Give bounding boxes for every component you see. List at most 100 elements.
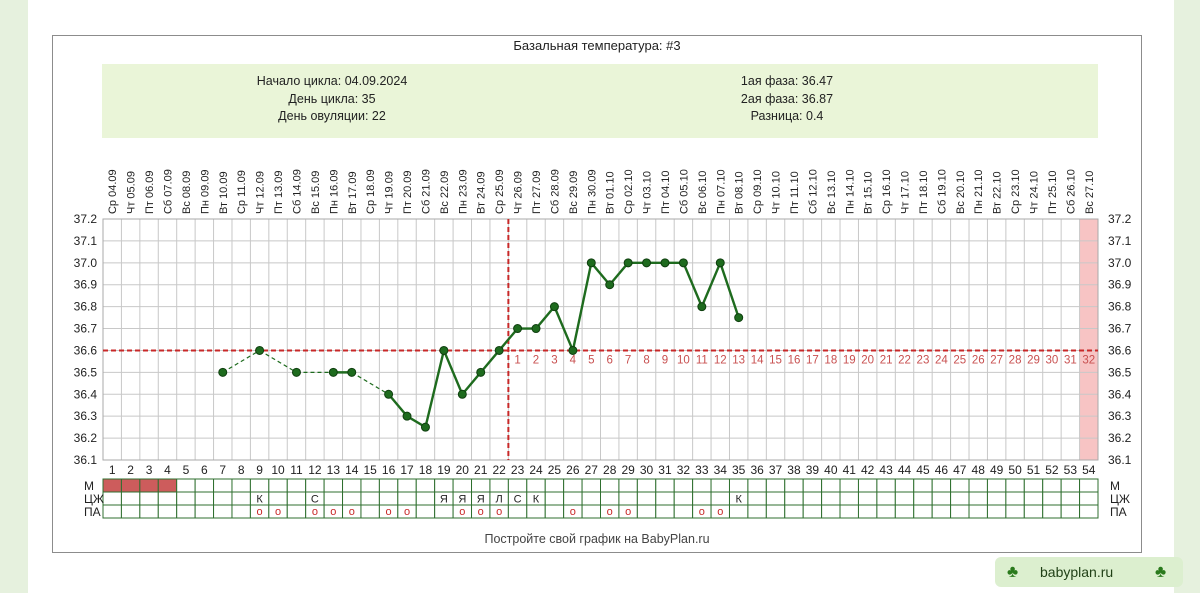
temperature-point xyxy=(623,258,633,268)
temperature-point xyxy=(328,367,338,377)
row-cell xyxy=(286,478,307,493)
x-day-number: 53 xyxy=(1064,463,1078,477)
row-label-right: ЦЖ xyxy=(1110,492,1130,506)
row-cell xyxy=(231,504,251,519)
phase-day-label: 32 xyxy=(1082,354,1095,366)
y-tick-label-left: 36.5 xyxy=(74,365,98,379)
x-date-label: Вс 06.10 xyxy=(697,171,709,214)
row-cell xyxy=(728,478,749,493)
row-cell xyxy=(102,504,122,519)
x-day-number: 52 xyxy=(1045,463,1059,477)
row-cell xyxy=(692,491,712,506)
intercourse-mark: o xyxy=(404,506,410,518)
row-cell xyxy=(968,504,988,519)
row-cell xyxy=(434,478,454,493)
x-day-number: 1 xyxy=(109,463,116,477)
phase-day-label: 31 xyxy=(1064,354,1077,366)
row-cell xyxy=(544,491,565,506)
x-day-number: 16 xyxy=(382,463,396,477)
x-date-label: Сб 05.10 xyxy=(678,169,690,214)
row-cell xyxy=(692,478,712,493)
x-day-number: 23 xyxy=(511,463,525,477)
x-date-label: Пн 09.09 xyxy=(199,169,211,214)
cervical-fluid-mark: Я xyxy=(440,494,448,506)
row-cell xyxy=(986,504,1007,519)
temperature-point xyxy=(531,324,541,334)
phase-day-label: 24 xyxy=(935,354,948,366)
x-date-label: Пт 04.10 xyxy=(660,170,672,214)
row-cell xyxy=(913,504,933,519)
phase-day-label: 19 xyxy=(843,354,856,366)
x-date-label: Вс 22.09 xyxy=(439,171,451,214)
x-day-number: 45 xyxy=(916,463,930,477)
row-cell xyxy=(765,504,786,519)
row-cell xyxy=(213,478,233,493)
phase-day-label: 4 xyxy=(570,354,577,366)
row-cell xyxy=(378,478,399,493)
phase-day-label: 2 xyxy=(533,354,539,366)
x-date-label: Вс 08.09 xyxy=(181,171,193,214)
temperature-segment xyxy=(222,349,260,373)
x-day-number: 6 xyxy=(201,463,208,477)
row-cell xyxy=(268,478,288,493)
x-day-number: 28 xyxy=(603,463,617,477)
x-date-label: Пн 07.10 xyxy=(715,169,727,214)
x-day-number: 25 xyxy=(548,463,562,477)
row-cell xyxy=(931,478,952,493)
row-cell xyxy=(1079,504,1099,519)
babyplan-badge[interactable]: ♣ babyplan.ru ♣ xyxy=(995,557,1183,587)
row-cell xyxy=(268,491,288,506)
x-date-label: Ср 02.10 xyxy=(623,169,635,214)
x-date-label: Сб 12.10 xyxy=(807,169,819,214)
row-label-right: М xyxy=(1110,479,1120,493)
temperature-point xyxy=(715,258,725,268)
x-date-label: Сб 26.10 xyxy=(1065,169,1077,214)
intercourse-mark: o xyxy=(717,506,723,518)
x-date-label: Пт 27.09 xyxy=(531,170,543,214)
cervical-fluid-mark: С xyxy=(514,494,522,506)
row-cell xyxy=(655,478,675,493)
x-date-label: Пт 20.09 xyxy=(402,170,414,214)
x-day-number: 31 xyxy=(658,463,672,477)
y-tick-label-right: 36.8 xyxy=(1108,300,1132,314)
row-cell xyxy=(213,491,233,506)
row-label-left: ПА xyxy=(84,505,101,519)
row-cell xyxy=(489,478,509,493)
x-day-number: 4 xyxy=(164,463,171,477)
x-date-label: Ср 18.09 xyxy=(365,169,377,214)
row-cell xyxy=(139,478,159,493)
row-cell xyxy=(157,491,178,506)
row-cell xyxy=(1005,504,1025,519)
row-label-left: ЦЖ xyxy=(84,492,104,506)
row-cell xyxy=(765,478,786,493)
x-day-number: 35 xyxy=(732,463,746,477)
phase-day-label: 10 xyxy=(677,354,690,366)
x-date-label: Ср 16.10 xyxy=(881,169,893,214)
row-cell xyxy=(802,478,823,493)
row-cell xyxy=(636,478,657,493)
x-date-label: Пт 18.10 xyxy=(918,170,930,214)
x-date-label: Чт 12.09 xyxy=(255,171,267,214)
x-date-label: Пн 16.09 xyxy=(328,169,340,214)
intercourse-mark: o xyxy=(312,506,318,518)
temperature-segment xyxy=(682,262,703,308)
row-cell xyxy=(655,504,675,519)
intercourse-mark: o xyxy=(257,506,263,518)
x-day-number: 17 xyxy=(400,463,414,477)
y-tick-label-left: 37.0 xyxy=(74,256,98,270)
y-tick-label-right: 37.0 xyxy=(1108,256,1132,270)
row-cell xyxy=(894,478,915,493)
phase-day-label: 29 xyxy=(1027,354,1040,366)
y-tick-label-left: 36.1 xyxy=(74,453,98,467)
row-cell xyxy=(360,491,380,506)
temperature-segment xyxy=(351,371,389,395)
footer-link[interactable]: Постройте свой график на BabyPlan.ru xyxy=(484,532,710,546)
temperature-point xyxy=(513,324,523,334)
temperature-segment xyxy=(700,262,722,308)
cervical-fluid-mark: С xyxy=(311,494,319,506)
temperature-segment xyxy=(424,350,446,428)
y-tick-label-right: 36.5 xyxy=(1108,365,1132,379)
row-cell xyxy=(636,504,657,519)
row-cell xyxy=(507,504,528,519)
row-cell xyxy=(600,491,620,506)
